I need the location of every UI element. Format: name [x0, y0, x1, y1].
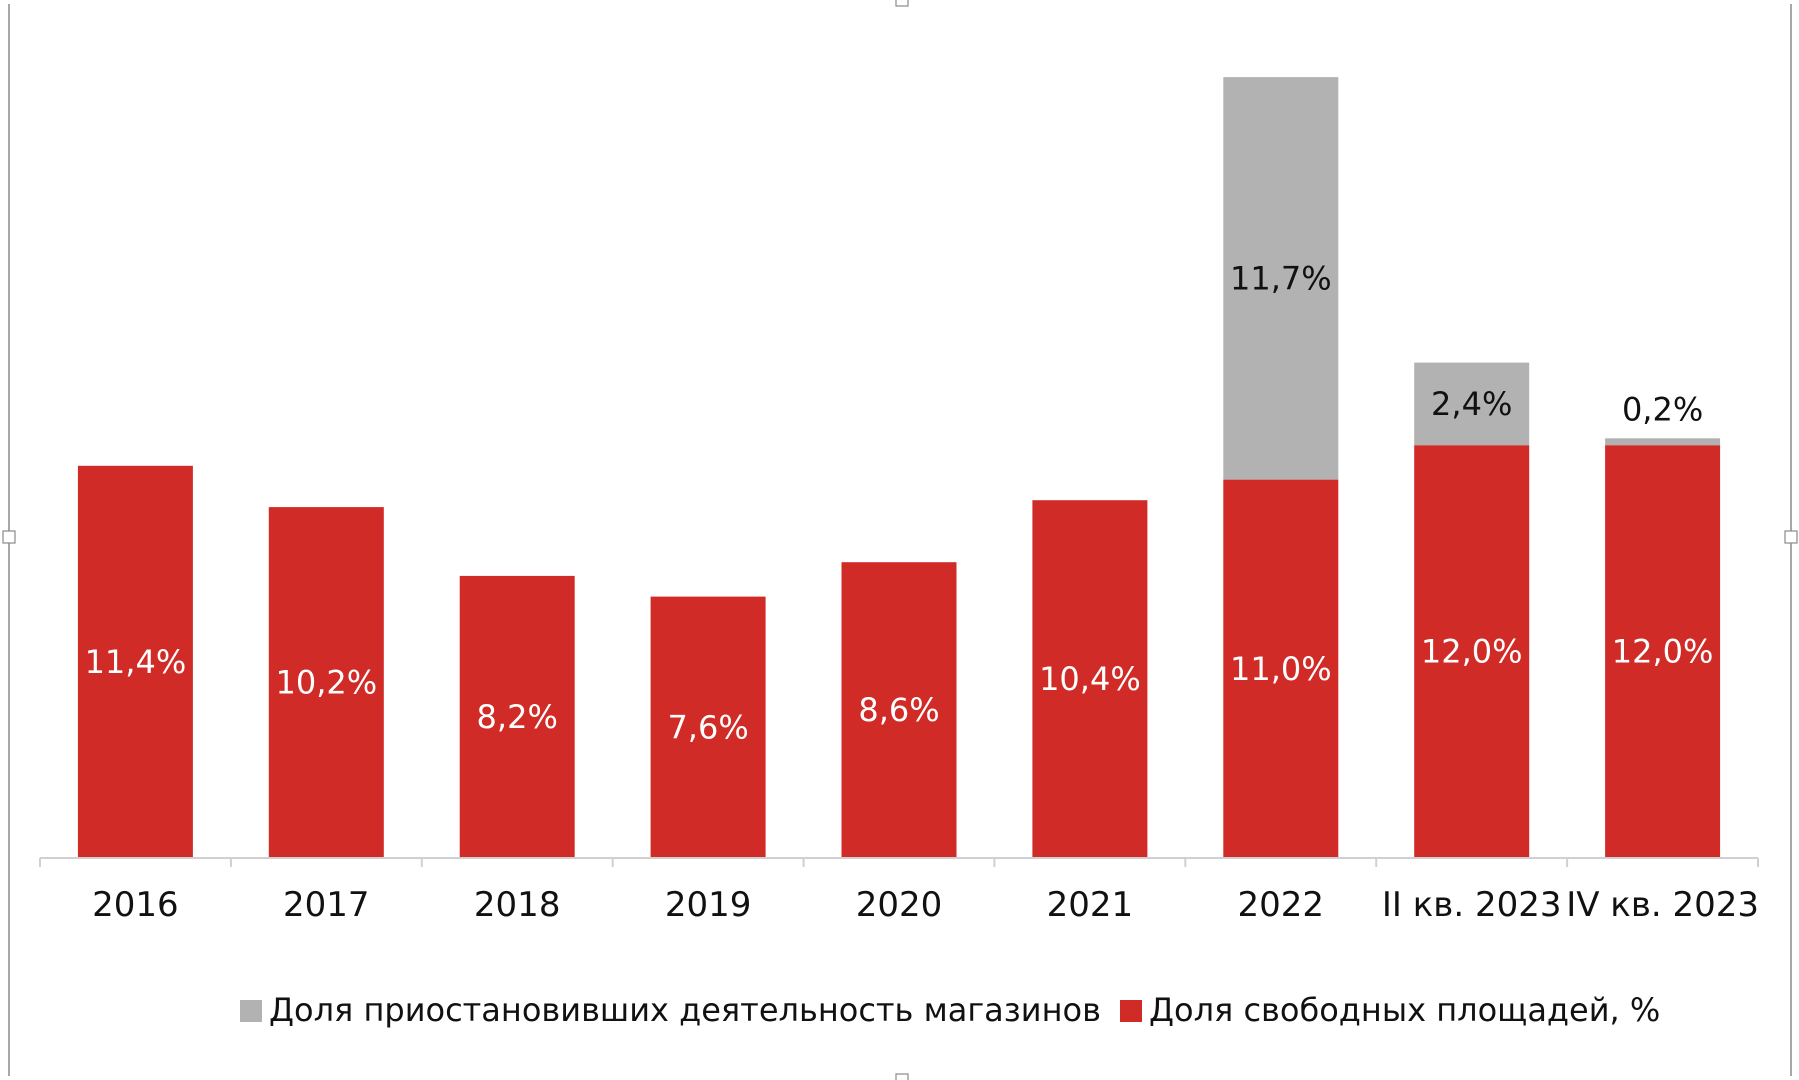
data-label-vacancy-0: 11,4% [85, 643, 187, 681]
data-label-vacancy-2: 8,2% [477, 698, 558, 736]
data-label-vacancy-3: 7,6% [667, 708, 748, 746]
bar-vacancy-7 [1414, 445, 1530, 858]
bar-closed-7 [1414, 362, 1530, 446]
data-label-closed-7: 2,4% [1431, 385, 1512, 423]
bar-vacancy-1 [268, 507, 384, 858]
resize-handle-bottom[interactable] [895, 1073, 909, 1080]
data-label-vacancy-4: 8,6% [858, 691, 939, 729]
bar-vacancy-8 [1605, 445, 1721, 858]
resize-handle-top[interactable] [895, 0, 909, 7]
x-tick-label: 2019 [665, 885, 752, 925]
x-tick-label: II кв. 2023 [1382, 885, 1562, 925]
bars-layer [77, 77, 1721, 858]
resize-handle-right[interactable] [1784, 530, 1798, 544]
bar-vacancy-3 [650, 596, 766, 858]
bar-vacancy-6 [1223, 479, 1339, 858]
x-tick-label: 2018 [474, 885, 561, 925]
data-label-closed-8: 0,2% [1622, 390, 1703, 428]
data-label-vacancy-7: 12,0% [1421, 633, 1523, 671]
data-label-vacancy-6: 11,0% [1230, 650, 1332, 688]
x-tick-label: 2016 [92, 885, 179, 925]
data-label-closed-6: 11,7% [1230, 259, 1332, 297]
x-tick-label: 2017 [283, 885, 370, 925]
bar-vacancy-0 [77, 465, 193, 858]
data-labels-layer: 11,4% 10,2% 8,2% 7,6% 8,6% 10,4% 11,0% 11,7% 12,… [85, 259, 1714, 746]
x-tick-label: 2020 [856, 885, 943, 925]
bar-vacancy-2 [459, 575, 575, 858]
bar-closed-8 [1605, 438, 1721, 446]
bar-closed-6 [1223, 77, 1339, 480]
bar-vacancy-4 [841, 562, 957, 858]
data-label-vacancy-8: 12,0% [1612, 633, 1714, 671]
x-tick-label: IV кв. 2023 [1566, 885, 1759, 925]
legend-label-vacancy: Доля свободных площадей, % [1149, 991, 1660, 1029]
legend-swatch-closed [240, 1000, 262, 1022]
legend-label-closed: Доля приостановивших деятельность магази… [269, 991, 1101, 1029]
x-tick-label: 2021 [1047, 885, 1134, 925]
category-axis: 2016 2017 2018 2019 2020 2021 2022 II кв. 2023 I… [39, 857, 1759, 925]
legend: Доля приостановивших деятельность магази… [240, 991, 1660, 1029]
data-label-vacancy-5: 10,4% [1039, 660, 1141, 698]
legend-swatch-vacancy [1120, 1000, 1142, 1022]
resize-handle-left[interactable] [2, 530, 16, 544]
bar-vacancy-5 [1032, 500, 1148, 858]
data-label-vacancy-1: 10,2% [275, 664, 377, 702]
x-tick-label: 2022 [1238, 885, 1325, 925]
